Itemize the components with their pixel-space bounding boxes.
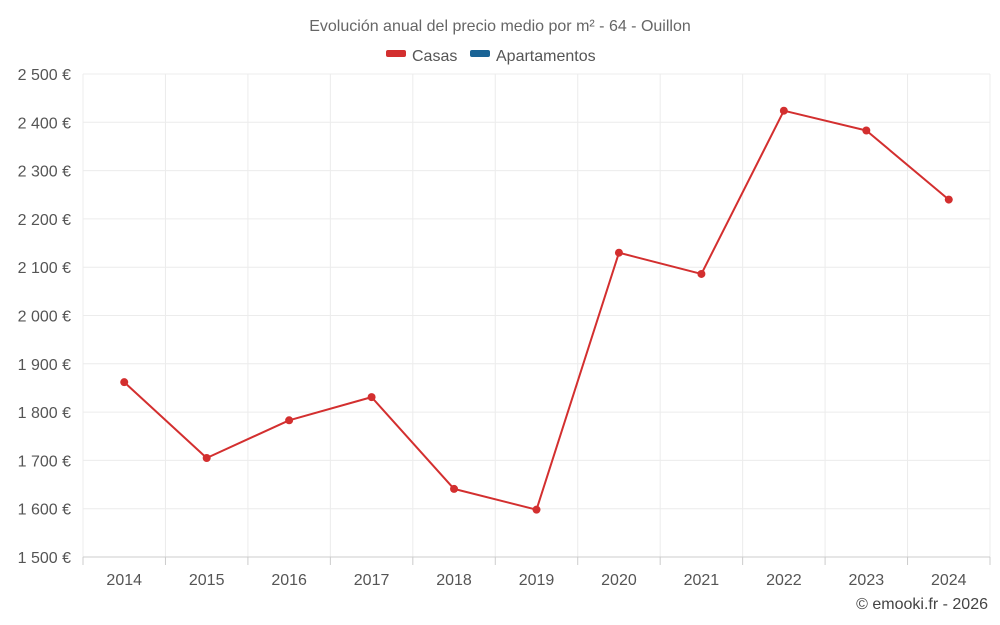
x-tick-label: 2015 xyxy=(189,572,225,589)
data-point[interactable] xyxy=(450,484,459,493)
data-point[interactable] xyxy=(614,248,623,257)
data-point[interactable] xyxy=(944,195,953,204)
x-axis: 2014 2015 2016 2017 2018 2019 2020 2021 2022 2023… xyxy=(82,556,991,589)
legend-item-apartamentos[interactable]: Apartamentos xyxy=(470,48,596,65)
legend: Casas Apartamentos xyxy=(386,48,596,65)
data-point[interactable] xyxy=(202,453,211,462)
legend-label-casas: Casas xyxy=(412,48,457,65)
x-tick-label: 2020 xyxy=(601,572,637,589)
y-tick-label: 1 800 € xyxy=(18,405,71,422)
y-tick-label: 2 100 € xyxy=(18,260,71,277)
y-tick-label: 2 000 € xyxy=(18,309,71,326)
legend-label-apartamentos: Apartamentos xyxy=(496,48,596,65)
data-point[interactable] xyxy=(697,269,706,278)
data-point[interactable] xyxy=(367,393,376,402)
data-point[interactable] xyxy=(532,505,541,514)
x-tick-label: 2018 xyxy=(436,572,472,589)
x-tick-label: 2019 xyxy=(519,572,555,589)
x-tick-label: 2014 xyxy=(106,572,142,589)
x-tick-label: 2022 xyxy=(766,572,802,589)
x-tick-label: 2017 xyxy=(354,572,390,589)
x-tick-label: 2023 xyxy=(849,572,885,589)
data-point[interactable] xyxy=(862,126,871,135)
y-tick-label: 2 300 € xyxy=(18,164,71,181)
data-point[interactable] xyxy=(285,416,294,425)
y-tick-label: 1 700 € xyxy=(18,453,71,470)
y-tick-label: 1 600 € xyxy=(18,502,71,519)
legend-item-casas[interactable]: Casas xyxy=(386,48,457,65)
y-tick-label: 2 400 € xyxy=(18,115,71,132)
chart-title: Evolución anual del precio medio por m² … xyxy=(309,18,691,35)
series-group xyxy=(120,106,953,514)
data-point[interactable] xyxy=(120,378,129,387)
x-tick-label: 2021 xyxy=(684,572,720,589)
x-tick-label: 2024 xyxy=(931,572,967,589)
grid xyxy=(82,73,991,557)
y-tick-label: 1 900 € xyxy=(18,357,71,374)
x-tick-label: 2016 xyxy=(271,572,307,589)
legend-swatch-casas xyxy=(386,50,406,57)
credit-text: © emooki.fr - 2026 xyxy=(856,596,988,613)
legend-swatch-apartamentos xyxy=(470,50,490,57)
y-tick-label: 1 500 € xyxy=(18,550,71,567)
y-tick-label: 2 500 € xyxy=(18,67,71,84)
y-tick-label: 2 200 € xyxy=(18,212,71,229)
y-axis: 2 500 € 2 400 € 2 300 € 2 200 € 2 100 € 2 000… xyxy=(18,67,71,567)
data-point[interactable] xyxy=(779,106,788,115)
